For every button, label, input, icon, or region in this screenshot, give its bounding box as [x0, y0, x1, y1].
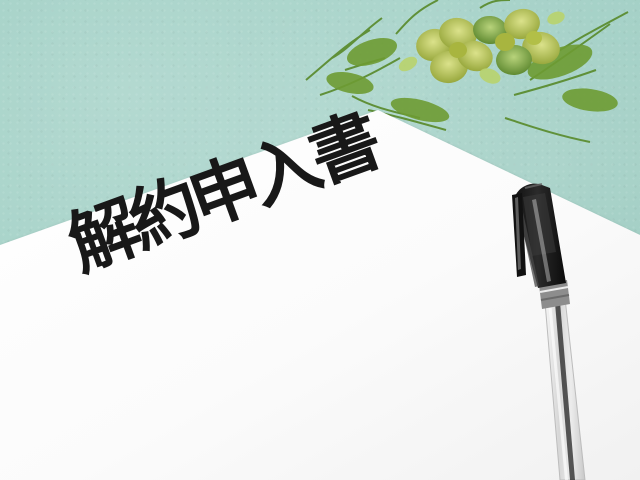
photo-scene: 解約申入書 [0, 0, 640, 480]
succulent-plant-icon [305, 0, 629, 143]
ballpoint-pen-icon [512, 183, 586, 480]
paper-sheet [0, 110, 640, 480]
